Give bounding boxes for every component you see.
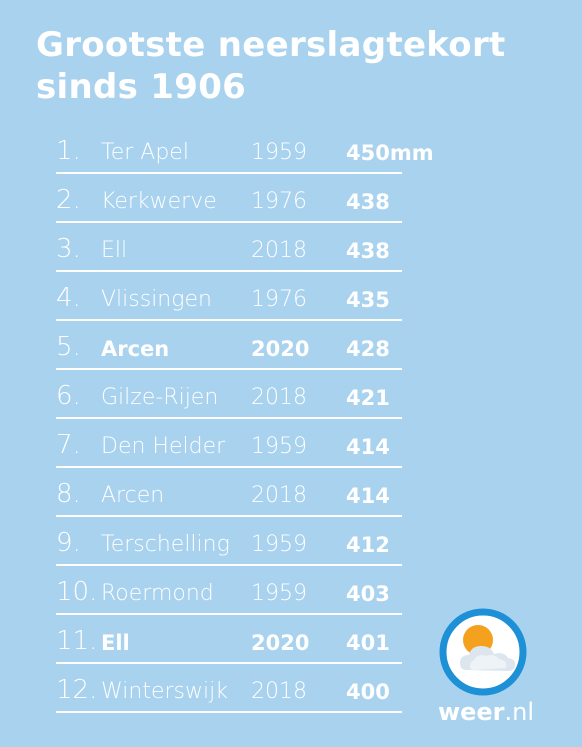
rank-number: 12. — [56, 675, 98, 705]
place-name: Winterswijk — [101, 679, 228, 704]
list-item-highlighted: 5. Arcen 2020 428 — [56, 330, 496, 379]
place-name: Arcen — [101, 337, 170, 361]
list-item: 7. Den Helder 1959 414 — [56, 428, 496, 477]
year: 2020 — [251, 631, 310, 655]
deficit-value: 450mm — [346, 141, 434, 165]
list-item: 6. Gilze-Rijen 2018 421 — [56, 379, 496, 428]
list-item: 8. Arcen 2018 414 — [56, 477, 496, 526]
list-item: 4. Vlissingen 1976 435 — [56, 281, 496, 330]
year: 2018 — [251, 385, 307, 410]
rank-number: 1. — [56, 136, 81, 166]
list-item-highlighted: 11. Ell 2020 401 — [56, 624, 496, 673]
rank-number: 4. — [56, 283, 81, 313]
year: 1959 — [251, 140, 307, 165]
title-line-2: sinds 1906 — [36, 67, 247, 107]
year: 2018 — [251, 483, 307, 508]
year: 1976 — [251, 287, 307, 312]
rank-number: 2. — [56, 185, 81, 215]
brand-bold: weer — [437, 698, 505, 726]
rank-number: 9. — [56, 528, 81, 558]
list-item: 9. Terschelling 1959 412 — [56, 526, 496, 575]
list-item: 10. Roermond 1959 403 — [56, 575, 496, 624]
place-name: Roermond — [101, 581, 214, 606]
place-name: Arcen — [101, 483, 165, 508]
year: 1976 — [251, 189, 307, 214]
place-name: Terschelling — [101, 532, 230, 557]
rank-number: 11. — [56, 626, 98, 656]
place-name: Vlissingen — [101, 287, 212, 312]
ranking-list: 1. Ter Apel 1959 450mm 2. Kerkwerve 1976… — [56, 134, 496, 722]
place-name: Ell — [101, 238, 128, 263]
weer-nl-logo: weer.nl — [436, 608, 536, 728]
deficit-value: 403 — [346, 582, 390, 606]
place-name: Gilze-Rijen — [101, 385, 219, 410]
deficit-value: 401 — [346, 631, 390, 655]
deficit-value: 438 — [346, 190, 390, 214]
brand-suffix: .nl — [504, 698, 535, 726]
rank-number: 5. — [56, 332, 81, 362]
deficit-value: 412 — [346, 533, 390, 557]
list-item: 2. Kerkwerve 1976 438 — [56, 183, 496, 232]
list-item: 3. Ell 2018 438 — [56, 232, 496, 281]
rank-number: 3. — [56, 234, 81, 264]
list-item: 12. Winterswijk 2018 400 — [56, 673, 496, 722]
deficit-value: 428 — [346, 337, 390, 361]
place-name: Den Helder — [101, 434, 226, 459]
deficit-value: 435 — [346, 288, 390, 312]
place-name: Kerkwerve — [101, 189, 217, 214]
list-item: 1. Ter Apel 1959 450mm — [56, 134, 496, 183]
rank-number: 7. — [56, 430, 81, 460]
place-name: Ter Apel — [101, 140, 189, 165]
deficit-value: 414 — [346, 484, 390, 508]
year: 1959 — [251, 434, 307, 459]
year: 1959 — [251, 581, 307, 606]
year: 2020 — [251, 337, 310, 361]
page-title: Grootste neerslagtekort sinds 1906 — [36, 24, 506, 108]
rank-number: 6. — [56, 381, 81, 411]
brand-name: weer.nl — [436, 698, 536, 726]
deficit-value: 421 — [346, 386, 390, 410]
sun-cloud-icon — [439, 608, 527, 696]
deficit-value: 414 — [346, 435, 390, 459]
deficit-value: 438 — [346, 239, 390, 263]
rank-number: 10. — [56, 577, 98, 607]
title-line-1: Grootste neerslagtekort — [36, 25, 506, 65]
year: 2018 — [251, 679, 307, 704]
place-name: Ell — [101, 631, 130, 655]
year: 2018 — [251, 238, 307, 263]
deficit-value: 400 — [346, 680, 390, 704]
rank-number: 8. — [56, 479, 81, 509]
year: 1959 — [251, 532, 307, 557]
